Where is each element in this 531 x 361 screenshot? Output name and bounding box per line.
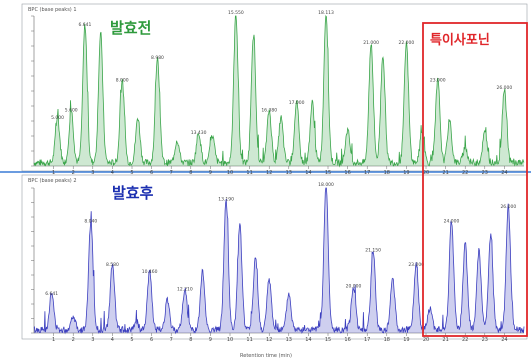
bottom-x-tick-label: 5 xyxy=(130,337,133,343)
bottom-peak-label: 6.641 xyxy=(45,291,58,297)
top-x-tick-label: 4 xyxy=(111,170,114,176)
bottom-x-tick-label: 11 xyxy=(246,337,252,343)
bottom-x-tick-label: 1 xyxy=(52,337,55,343)
bottom-x-tick-label: 12 xyxy=(266,337,272,343)
top-x-tick-label: 16 xyxy=(344,170,350,176)
bottom-peak-label: 12.210 xyxy=(177,286,193,292)
panel-bottom-frame xyxy=(21,174,528,340)
bottom-x-tick-label: 4 xyxy=(111,337,114,343)
top-x-tick-label: 7 xyxy=(170,170,173,176)
top-series-line xyxy=(33,15,525,168)
bottom-peak-label: 13.190 xyxy=(218,197,234,203)
top-peak-label: 22.000 xyxy=(399,40,415,46)
top-x-tick-label: 6 xyxy=(150,170,153,176)
top-peak-label: 8.980 xyxy=(151,55,164,61)
top-x-tick-label: 23 xyxy=(482,170,488,176)
bottom-x-tick-label: 20 xyxy=(423,337,429,343)
top-x-tick-label: 20 xyxy=(423,170,429,176)
top-x-tick-label: 14 xyxy=(305,170,311,176)
bottom-plot-area: 1 2 3 4 5 6 7 8 9 10 11 12 13 14 15 16 17 18 19 20 21 22 23 246… xyxy=(31,182,525,343)
top-peak-label: 18.113 xyxy=(318,10,334,16)
bottom-series-line xyxy=(33,187,525,335)
top-x-tick-label: 10 xyxy=(227,170,233,176)
top-peak-label: 17.000 xyxy=(289,100,305,106)
top-peak-label: 5.600 xyxy=(65,108,78,114)
top-peak-label: 15.550 xyxy=(228,10,244,16)
bottom-x-tick-label: 8 xyxy=(189,337,192,343)
bottom-peak-label: 23.000 xyxy=(408,262,424,268)
bottom-peak-label: 8.580 xyxy=(106,262,119,268)
bottom-x-tick-label: 6 xyxy=(150,337,153,343)
bottom-x-tick-label: 17 xyxy=(364,337,370,343)
bottom-peak-label: 24.000 xyxy=(444,218,460,224)
title-after: 발효후 xyxy=(112,184,154,202)
top-peak-label: 6.641 xyxy=(79,22,92,28)
top-x-tick-label: 18 xyxy=(384,170,390,176)
top-peak-label: 8.000 xyxy=(116,78,129,84)
top-peak-label: 5.000 xyxy=(51,115,64,121)
bottom-x-tick-label: 10 xyxy=(227,337,233,343)
top-x-tick-label: 13 xyxy=(286,170,292,176)
highlight-box xyxy=(422,22,528,337)
top-peak-label: 21.000 xyxy=(363,40,379,46)
bottom-peak-label: 10.460 xyxy=(142,269,158,275)
top-x-tick-label: 8 xyxy=(189,170,192,176)
top-x-tick-label: 22 xyxy=(462,170,468,176)
top-panel-header: BPC (base peaks) 1 xyxy=(28,7,77,13)
bottom-x-tick-label: 9 xyxy=(209,337,212,343)
top-x-tick-label: 9 xyxy=(209,170,212,176)
top-plot-area: 1 2 3 4 5 6 7 8 9 10 11 12 13 14 15 16 17 18 19 20 21 22 23 245… xyxy=(31,10,525,176)
top-x-tick-label: 1 xyxy=(52,170,55,176)
top-peak-label: 13.430 xyxy=(191,130,207,136)
bottom-x-tick-label: 24 xyxy=(501,337,507,343)
panel-top-frame xyxy=(21,3,528,172)
bottom-peak-label: 26.000 xyxy=(500,204,516,210)
top-peak-label: 26.000 xyxy=(497,85,513,91)
top-x-tick-label: 12 xyxy=(266,170,272,176)
top-peak-label: 16.380 xyxy=(261,108,277,114)
bottom-x-tick-label: 3 xyxy=(91,337,94,343)
bottom-x-tick-label: 13 xyxy=(286,337,292,343)
title-before: 발효전 xyxy=(110,19,151,37)
bottom-x-tick-label: 22 xyxy=(462,337,468,343)
top-x-tick-label: 19 xyxy=(403,170,409,176)
top-x-tick-label: 15 xyxy=(325,170,331,176)
top-x-tick-label: 24 xyxy=(501,170,507,176)
bottom-x-tick-label: 14 xyxy=(305,337,311,343)
top-x-tick-label: 5 xyxy=(130,170,133,176)
top-peak-label: 23.000 xyxy=(430,78,446,84)
bottom-x-tick-label: 16 xyxy=(344,337,350,343)
top-x-tick-label: 3 xyxy=(91,170,94,176)
bottom-panel-header: BPC (base peaks) 2 xyxy=(28,178,77,184)
bottom-peak-label: 8.040 xyxy=(84,218,97,224)
top-x-tick-label: 2 xyxy=(72,170,75,176)
top-x-tick-label: 17 xyxy=(364,170,370,176)
bottom-peak-label: 18.000 xyxy=(318,182,334,188)
top-series-area xyxy=(34,16,524,166)
x-axis-label: Retention time (min) xyxy=(240,353,292,359)
top-x-tick-label: 11 xyxy=(246,170,252,176)
bottom-x-tick-label: 21 xyxy=(442,337,448,343)
bottom-x-tick-label: 18 xyxy=(384,337,390,343)
bottom-x-tick-label: 7 xyxy=(170,337,173,343)
bottom-x-tick-label: 23 xyxy=(482,337,488,343)
top-x-tick-label: 21 xyxy=(442,170,448,176)
bottom-peak-label: 20.000 xyxy=(346,284,362,290)
highlight-label: 특이사포닌 xyxy=(430,32,490,48)
bottom-x-tick-label: 15 xyxy=(325,337,331,343)
bottom-x-tick-label: 2 xyxy=(72,337,75,343)
bottom-peak-label: 21.150 xyxy=(365,247,381,253)
bottom-x-tick-label: 19 xyxy=(403,337,409,343)
